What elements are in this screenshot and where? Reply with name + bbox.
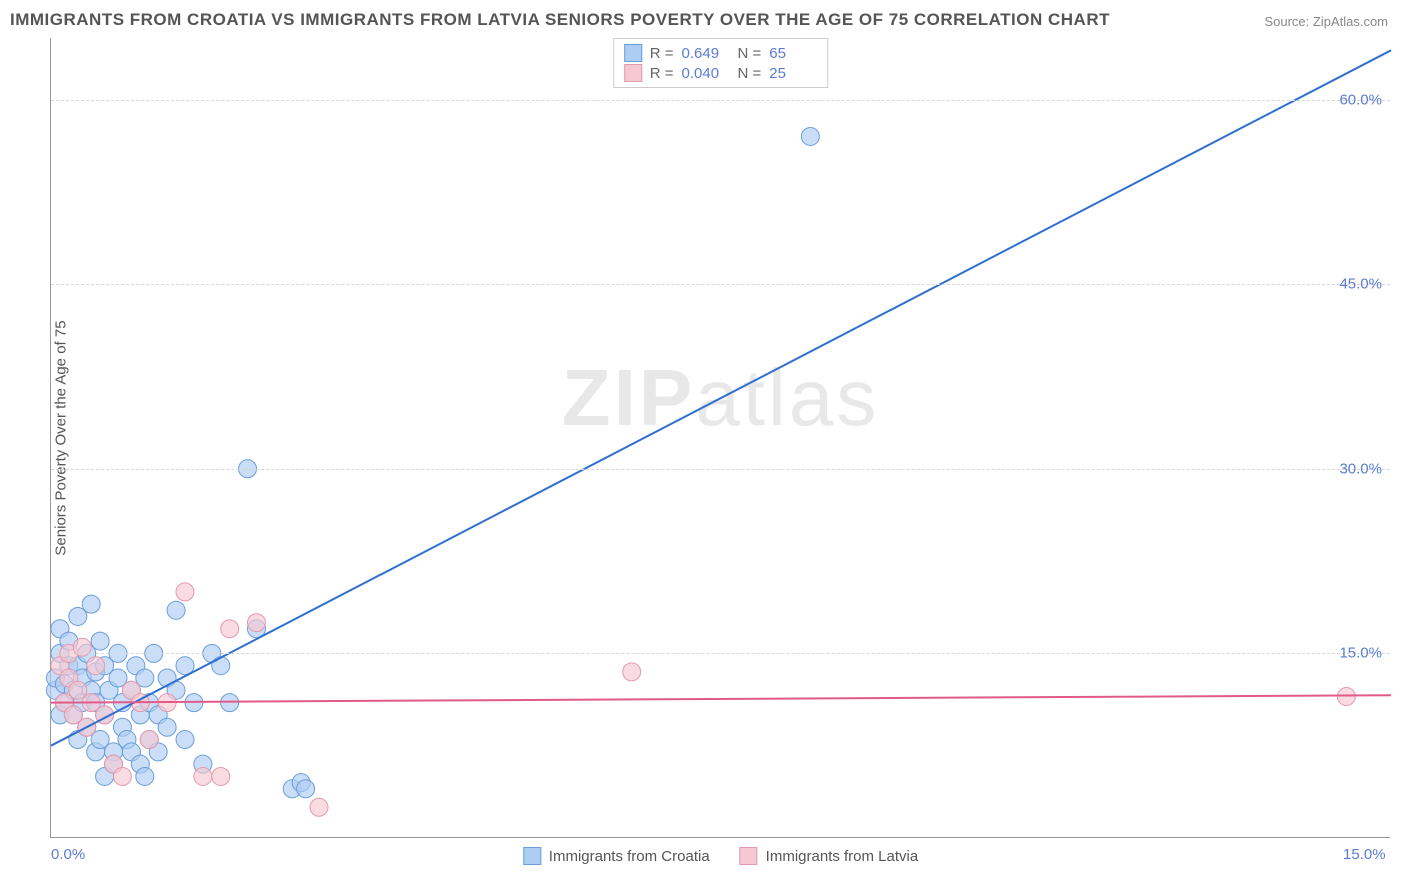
data-point [136, 767, 154, 785]
legend-stats-box: R = 0.649 N = 65 R = 0.040 N = 25 [613, 38, 829, 88]
gridline [51, 653, 1390, 654]
stat-n-value: 25 [769, 65, 817, 82]
data-point [297, 780, 315, 798]
data-point [87, 657, 105, 675]
data-point [176, 583, 194, 601]
gridline [51, 284, 1390, 285]
y-tick-label: 60.0% [1339, 91, 1382, 108]
x-tick-label: 15.0% [1343, 846, 1386, 863]
stat-r-label: R = [650, 45, 674, 62]
data-point [212, 657, 230, 675]
trend-line [51, 695, 1391, 702]
legend-label: Immigrants from Latvia [766, 848, 919, 865]
plot-area: Seniors Poverty Over the Age of 75 ZIPat… [50, 38, 1390, 838]
x-tick-label: 0.0% [51, 846, 85, 863]
data-point [176, 731, 194, 749]
data-point [623, 663, 641, 681]
data-point [310, 798, 328, 816]
data-point [167, 601, 185, 619]
trend-line [51, 50, 1391, 745]
data-point [212, 767, 230, 785]
legend-stats-row: R = 0.040 N = 25 [624, 63, 818, 83]
data-point [140, 731, 158, 749]
data-point [801, 127, 819, 145]
y-tick-label: 30.0% [1339, 460, 1382, 477]
data-point [221, 620, 239, 638]
stat-r-value: 0.040 [682, 65, 730, 82]
data-point [247, 614, 265, 632]
data-point [194, 767, 212, 785]
y-tick-label: 45.0% [1339, 276, 1382, 293]
chart-title: IMMIGRANTS FROM CROATIA VS IMMIGRANTS FR… [10, 10, 1110, 30]
chart-svg [51, 38, 1390, 837]
data-point [82, 595, 100, 613]
stat-r-label: R = [650, 65, 674, 82]
stat-n-value: 65 [769, 45, 817, 62]
y-tick-label: 15.0% [1339, 645, 1382, 662]
legend-swatch [624, 44, 642, 62]
data-point [158, 718, 176, 736]
bottom-legend: Immigrants from Croatia Immigrants from L… [523, 847, 918, 865]
bottom-legend-item: Immigrants from Latvia [740, 847, 919, 865]
source-attribution: Source: ZipAtlas.com [1264, 14, 1388, 29]
bottom-legend-item: Immigrants from Croatia [523, 847, 710, 865]
stat-n-label: N = [738, 65, 762, 82]
stat-n-label: N = [738, 45, 762, 62]
data-point [91, 632, 109, 650]
gridline [51, 469, 1390, 470]
legend-label: Immigrants from Croatia [549, 848, 710, 865]
legend-swatch [740, 847, 758, 865]
data-point [113, 767, 131, 785]
legend-stats-row: R = 0.649 N = 65 [624, 43, 818, 63]
legend-swatch [523, 847, 541, 865]
stat-r-value: 0.649 [682, 45, 730, 62]
legend-swatch [624, 64, 642, 82]
gridline [51, 100, 1390, 101]
